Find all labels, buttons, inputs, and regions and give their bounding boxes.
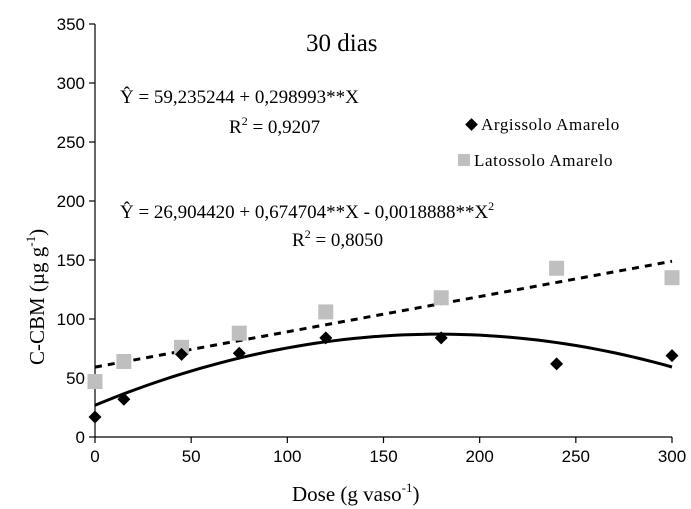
equation-linear: Ŷ = 59,235244 + 0,298993**X — [120, 86, 359, 108]
point-latossolo — [174, 339, 190, 355]
point-argissolo — [550, 357, 564, 371]
x-tick-label: 150 — [369, 447, 397, 466]
legend-label-argissolo: Argissolo Amarelo — [481, 115, 620, 134]
y-tick-label: 200 — [57, 192, 85, 211]
legend: Argissolo Amarelo Latossolo Amarelo — [458, 115, 620, 170]
legend-label-latossolo: Latossolo Amarelo — [474, 151, 613, 170]
point-argissolo — [319, 331, 333, 345]
x-tick-label: 0 — [90, 447, 99, 466]
legend-marker-latossolo — [458, 154, 470, 166]
y-axis-title: C-CBM (µg g-1) — [23, 229, 49, 365]
chart-title: 30 dias — [306, 30, 378, 57]
fit-lines — [94, 259, 673, 407]
fit-line-argissolo — [94, 332, 673, 407]
y-tick-label: 150 — [57, 251, 85, 270]
x-axis-title: Dose (g vaso-1) — [292, 480, 420, 506]
x-ticks: 0 50 100 150 200 250 300 — [90, 437, 686, 466]
y-tick-label: 50 — [66, 369, 85, 388]
x-tick-label: 50 — [182, 447, 201, 466]
point-latossolo — [664, 270, 680, 286]
r2-linear: R2 = 0,9207 — [229, 114, 320, 138]
point-argissolo — [88, 410, 102, 424]
data-points — [87, 260, 680, 424]
y-tick-label: 100 — [57, 310, 85, 329]
point-argissolo — [175, 347, 189, 361]
point-latossolo — [231, 325, 247, 341]
legend-marker-argissolo — [465, 118, 478, 131]
equation-quadratic: Ŷ = 26,904420 + 0,674704**X - 0,0018888*… — [120, 199, 494, 223]
point-argissolo — [434, 331, 448, 345]
point-argissolo — [232, 346, 246, 360]
point-latossolo — [318, 304, 334, 320]
y-tick-label: 300 — [57, 74, 85, 93]
point-argissolo — [117, 392, 131, 406]
x-tick-label: 200 — [465, 447, 493, 466]
point-latossolo — [549, 260, 565, 276]
fit-line-latossolo — [94, 259, 673, 369]
point-latossolo — [87, 374, 103, 390]
x-tick-label: 250 — [562, 447, 590, 466]
point-latossolo — [116, 353, 132, 369]
x-tick-label: 300 — [658, 447, 686, 466]
point-latossolo — [433, 290, 449, 306]
r2-quadratic: R2 = 0,8050 — [292, 227, 383, 251]
y-tick-label: 350 — [57, 15, 85, 34]
point-argissolo — [665, 349, 679, 363]
y-tick-label: 0 — [76, 428, 85, 447]
x-tick-label: 100 — [273, 447, 301, 466]
y-ticks: 0 50 100 150 200 250 300 350 — [57, 15, 95, 447]
y-tick-label: 250 — [57, 133, 85, 152]
